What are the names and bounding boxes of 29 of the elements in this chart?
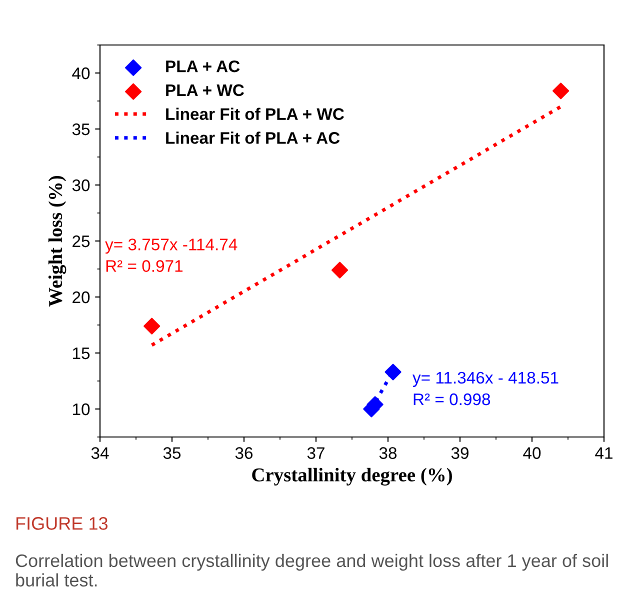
legend-label: Linear Fit of PLA + WC xyxy=(166,108,344,120)
y-axis-title: Weight loss (%) xyxy=(48,176,66,307)
x-tick-label: 35 xyxy=(163,447,181,459)
annotation: y= 11.346x - 418.51 R² = 0.998 xyxy=(412,372,558,406)
x-tick-label: 41 xyxy=(595,447,612,459)
x-tick-label: 40 xyxy=(523,447,541,459)
x-tick-label: 37 xyxy=(307,447,324,459)
x-tick-label: 38 xyxy=(379,447,397,459)
y-tick-label: 20 xyxy=(72,291,90,304)
y-tick-label: 30 xyxy=(72,179,90,192)
point xyxy=(552,82,570,100)
y-tick-label: 35 xyxy=(72,123,90,136)
y-tick-label: 40 xyxy=(72,67,90,80)
point xyxy=(384,364,402,380)
x-tick-label: 34 xyxy=(91,447,109,459)
x-axis-title: Crystallinity degree (%) xyxy=(252,468,452,486)
annotation: y= 3.757x -114.74 R² = 0.971 xyxy=(105,238,238,272)
y-tick-label: 25 xyxy=(72,235,90,248)
legend-label: PLA + WC xyxy=(166,84,244,96)
legend-label: PLA + AC xyxy=(166,60,240,72)
text: Correlation between crystallinity degree and weight loss after 1 year of soil burial test. xyxy=(16,554,608,587)
caption: FIGURE 13 xyxy=(16,517,108,530)
y-tick-label: 10 xyxy=(73,403,90,416)
y-tick-label: 15 xyxy=(73,348,90,360)
point xyxy=(331,262,348,278)
x-tick-label: 36 xyxy=(235,447,253,459)
x-tick-label: 39 xyxy=(451,447,468,459)
legend-label: Linear Fit of PLA + AC xyxy=(166,132,340,144)
point xyxy=(144,318,160,334)
